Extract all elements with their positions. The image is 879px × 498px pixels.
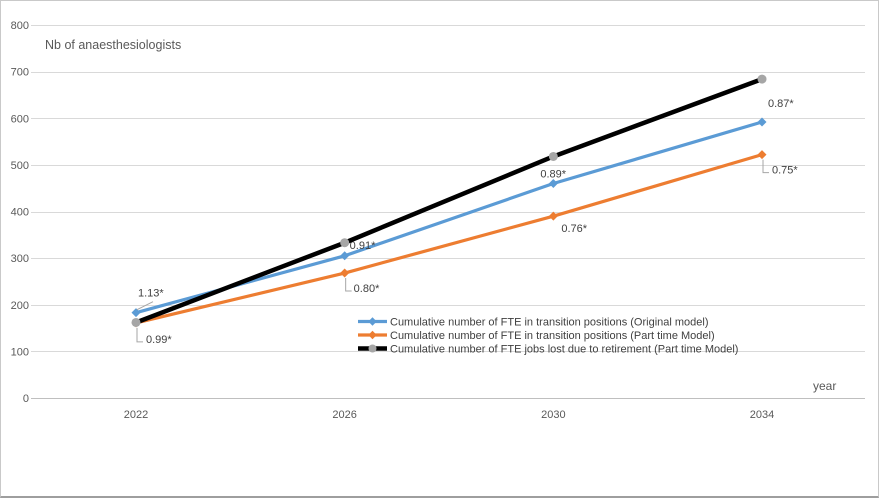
fte-transition-part-time-model-marker [757,150,767,160]
data-label: 0.75* [772,165,798,177]
y-tick-label: 500 [11,160,29,172]
y-tick-label: 300 [11,253,29,265]
fte-transition-part-time-model-line [134,153,764,325]
x-tick-label: 2022 [124,409,148,421]
x-tick-label: 2034 [750,409,774,421]
fte-jobs-lost-retirement-part-time-model-marker [131,317,141,327]
data-label: 0.76* [561,223,587,235]
y-tick-label: 200 [11,300,29,312]
data-label: 0.91* [350,240,376,252]
data-label-leader-line [762,159,770,174]
data-label: 0.99* [146,334,172,346]
fte-jobs-lost-retirement-part-time-model-marker [340,238,350,248]
y-tick-label: 0 [23,393,29,405]
data-label-leader-line [136,301,154,311]
fte-transition-original-model-marker [340,251,350,261]
legend-key-marker-fte-jobs-lost-retirement-part-time-model [368,344,377,353]
fte-transition-part-time-model-marker [548,211,558,221]
data-label: 0.80* [354,283,380,295]
fte-transition-part-time-model-marker [340,268,350,278]
data-label-leader-line [345,278,352,292]
data-label-leader-line [136,327,143,343]
legend-key-marker-fte-transition-original-model [368,317,377,326]
y-tick-label: 700 [11,67,29,79]
data-label: 0.89* [540,169,566,181]
y-tick-label: 400 [11,207,29,219]
fte-transition-original-model-marker [548,179,558,189]
x-tick-label: 2030 [541,409,565,421]
fte-jobs-lost-retirement-part-time-model-line [133,76,765,325]
fte-transition-original-model-line [134,120,764,315]
x-axis-title: year [813,379,837,393]
x-tick-label: 2026 [332,409,356,421]
legend-label-fte-jobs-lost-retirement-part-time-model: Cumulative number of FTE jobs lost due t… [390,344,738,356]
legend-label-fte-transition-original-model: Cumulative number of FTE in transition p… [390,317,709,329]
fte-transition-original-model-marker [131,308,141,318]
y-tick-label: 600 [11,113,29,125]
legend-key-marker-fte-transition-part-time-model [368,330,377,340]
fte-transition-original-model-marker [757,117,767,127]
data-label: 0.87* [768,98,794,110]
data-label: 1.13* [138,288,164,300]
y-tick-label: 800 [11,20,29,32]
fte-jobs-lost-retirement-part-time-model-marker [757,74,767,84]
y-tick-label: 100 [11,346,29,358]
legend-label-fte-transition-part-time-model: Cumulative number of FTE in transition p… [390,330,715,342]
y-axis-title: Nb of anaesthesiologists [45,38,182,52]
fte-jobs-lost-retirement-part-time-model-marker [548,151,558,161]
